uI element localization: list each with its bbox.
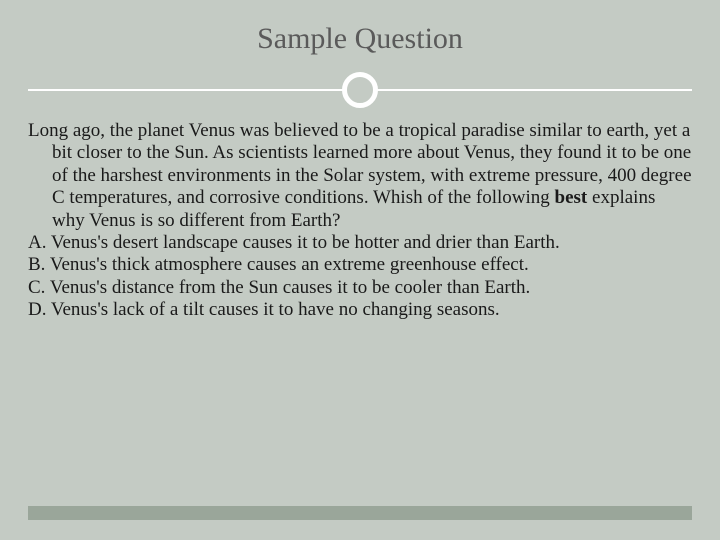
question-body: Long ago, the planet Venus was believed … <box>28 120 692 322</box>
option-d: D. Venus's lack of a tilt causes it to h… <box>28 299 692 321</box>
question-stem: Long ago, the planet Venus was believed … <box>28 120 692 232</box>
footer-accent-bar <box>28 506 692 520</box>
question-bold-word: best <box>555 187 588 208</box>
slide-container: Sample Question Long ago, the planet Ven… <box>0 0 720 540</box>
title-divider <box>28 70 692 110</box>
option-a: A. Venus's desert landscape causes it to… <box>28 232 692 254</box>
option-c: C. Venus's distance from the Sun causes … <box>28 277 692 299</box>
divider-circle-icon <box>342 72 378 108</box>
option-b: B. Venus's thick atmosphere causes an ex… <box>28 254 692 276</box>
slide-title: Sample Question <box>28 22 692 56</box>
